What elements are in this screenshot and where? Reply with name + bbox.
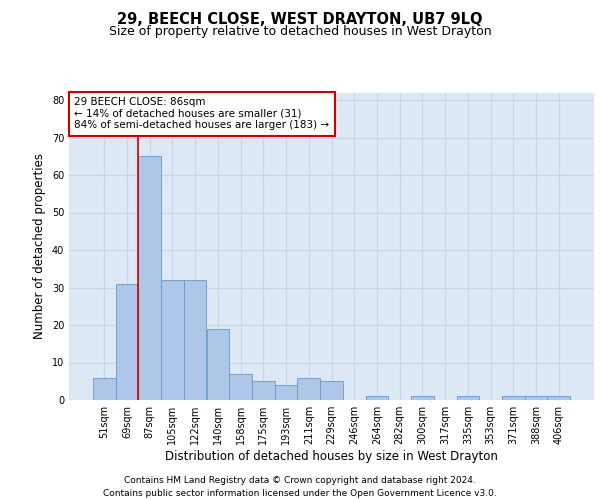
- Bar: [206, 329, 229, 400]
- Bar: [229, 374, 252, 400]
- Bar: [502, 396, 524, 400]
- Bar: [365, 396, 388, 400]
- Text: Size of property relative to detached houses in West Drayton: Size of property relative to detached ho…: [109, 25, 491, 38]
- X-axis label: Distribution of detached houses by size in West Drayton: Distribution of detached houses by size …: [165, 450, 498, 463]
- Bar: [411, 396, 434, 400]
- Bar: [320, 381, 343, 400]
- Bar: [275, 385, 298, 400]
- Bar: [547, 396, 570, 400]
- Text: Contains HM Land Registry data © Crown copyright and database right 2024.
Contai: Contains HM Land Registry data © Crown c…: [103, 476, 497, 498]
- Bar: [93, 378, 116, 400]
- Bar: [161, 280, 184, 400]
- Y-axis label: Number of detached properties: Number of detached properties: [33, 153, 46, 339]
- Text: 29 BEECH CLOSE: 86sqm
← 14% of detached houses are smaller (31)
84% of semi-deta: 29 BEECH CLOSE: 86sqm ← 14% of detached …: [74, 97, 329, 130]
- Bar: [298, 378, 320, 400]
- Bar: [116, 284, 139, 400]
- Bar: [184, 280, 206, 400]
- Text: 29, BEECH CLOSE, WEST DRAYTON, UB7 9LQ: 29, BEECH CLOSE, WEST DRAYTON, UB7 9LQ: [117, 12, 483, 28]
- Bar: [139, 156, 161, 400]
- Bar: [524, 396, 547, 400]
- Bar: [457, 396, 479, 400]
- Bar: [252, 381, 275, 400]
